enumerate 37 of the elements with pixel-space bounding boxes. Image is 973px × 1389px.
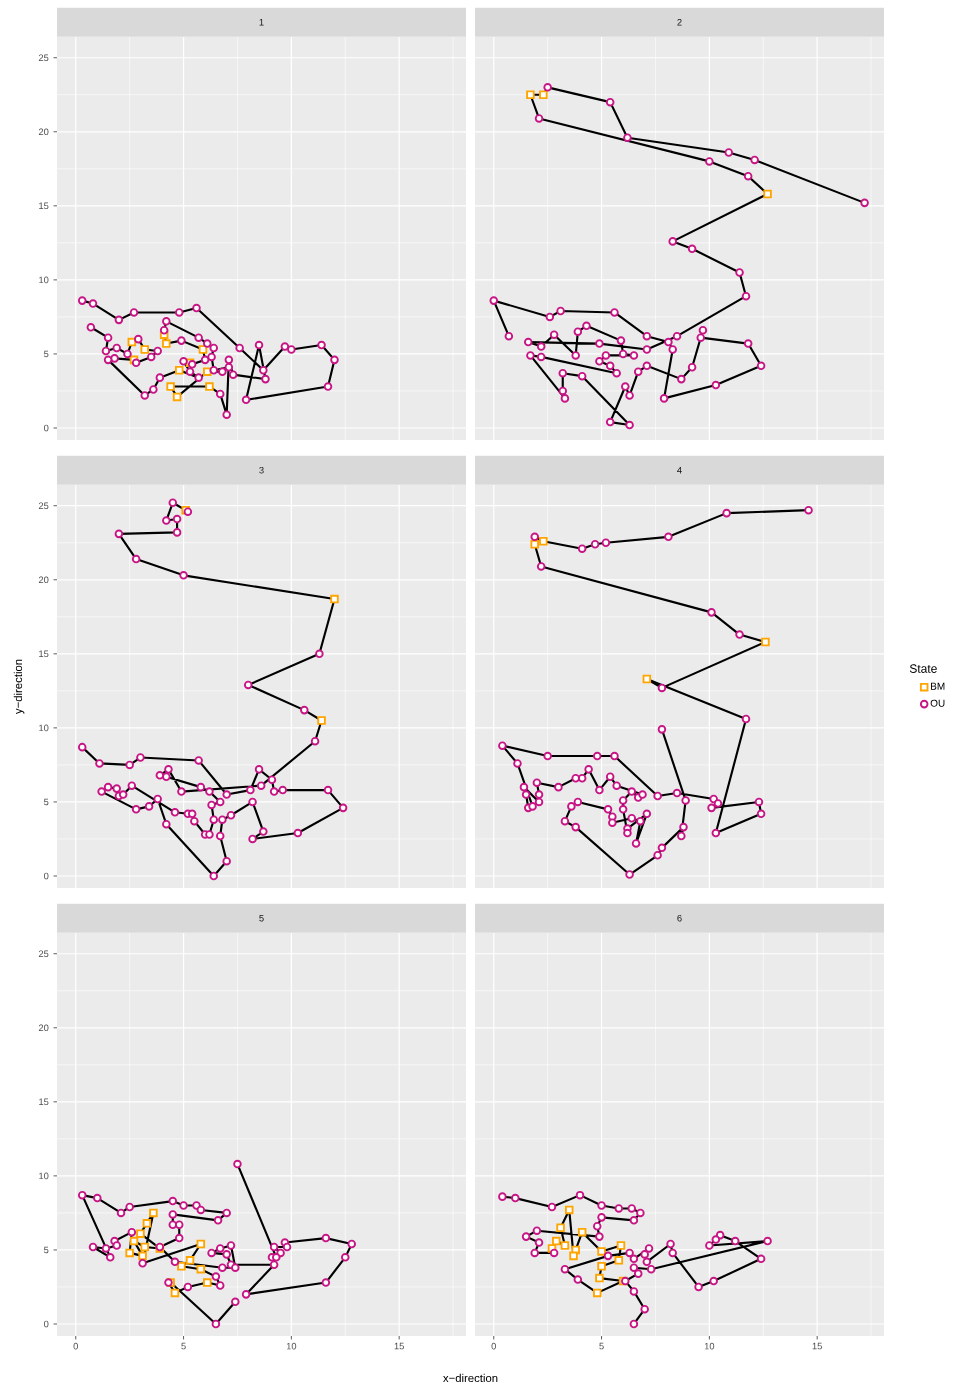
y-tick-label: 20	[38, 1024, 49, 1032]
legend-title: State	[909, 664, 937, 673]
y-tick-label: 0	[43, 872, 49, 880]
x-tick-label: 15	[812, 1342, 822, 1350]
chart-title: 5	[259, 914, 264, 922]
y-tick-label: 15	[39, 1098, 49, 1106]
y-tick-label: 10	[39, 724, 49, 732]
y-tick-label: 15	[39, 202, 49, 210]
y-tick-label: 25	[38, 54, 49, 62]
chart-title: 2	[677, 18, 682, 26]
y-tick-label: 10	[39, 1172, 49, 1180]
y-tick-label: 0	[43, 424, 49, 432]
y-tick-label: 25	[38, 502, 49, 510]
y-tick-label: 25	[38, 950, 49, 958]
y-tick-label: 5	[44, 798, 49, 806]
chart-title: 1	[259, 19, 264, 26]
chart-title: 6	[677, 914, 682, 922]
x-tick-label: 5	[599, 1342, 604, 1350]
legend-label: BM	[931, 682, 945, 690]
y-tick-label: 5	[44, 350, 49, 358]
x-tick-label: 0	[491, 1342, 496, 1350]
y-tick-label: 0	[43, 1320, 49, 1328]
x-tick-label: 0	[73, 1342, 78, 1350]
legend-label: OU	[930, 699, 945, 707]
y-tick-label: 5	[44, 1246, 49, 1254]
x-tick-label: 10	[286, 1342, 297, 1350]
y-tick-label: 15	[39, 650, 49, 658]
x-axis-title: x−direction	[443, 1373, 498, 1383]
chart-title: 3	[259, 466, 264, 474]
y-axis-title: y−direction	[13, 659, 25, 715]
y-tick-label: 20	[38, 128, 49, 136]
y-tick-label: 20	[38, 576, 49, 584]
x-tick-label: 5	[181, 1342, 186, 1350]
x-tick-label: 10	[704, 1342, 715, 1350]
x-tick-label: 15	[394, 1342, 404, 1350]
y-tick-label: 10	[39, 276, 49, 284]
chart-title: 4	[677, 467, 682, 474]
